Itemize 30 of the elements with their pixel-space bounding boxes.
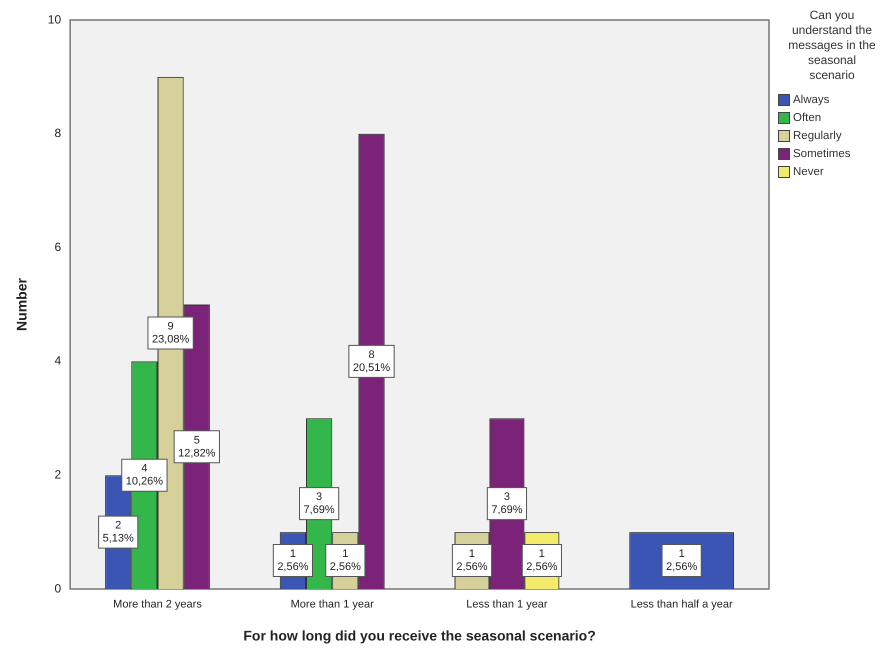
legend-title: Can you understand the messages in the seasonal scenario <box>787 8 877 83</box>
legend-label: Never <box>793 166 824 178</box>
data-label: 1 2,56% <box>666 548 698 574</box>
data-label: 1 2,56% <box>526 548 558 574</box>
legend-label: Often <box>793 112 822 124</box>
legend-label: Regularly <box>793 130 842 142</box>
data-label: 5 12,82% <box>178 434 216 460</box>
data-label: 8 20,51% <box>352 348 390 374</box>
y-tick-label: 0 <box>54 581 62 596</box>
x-tick-label: Less than 1 year <box>466 598 548 611</box>
data-label: 1 2,56% <box>277 548 309 574</box>
y-axis-title: Number <box>13 278 30 331</box>
x-tick-label: Less than half a year <box>630 598 734 611</box>
data-label: 1 2,56% <box>330 548 362 574</box>
data-label: 9 23,08% <box>152 320 190 346</box>
data-label: 2 5,13% <box>102 520 134 545</box>
y-tick-label: 8 <box>54 126 62 140</box>
y-tick-label: 4 <box>54 354 62 368</box>
x-tick-label: More than 2 years <box>113 598 202 611</box>
data-label: 3 7,69% <box>304 491 335 516</box>
y-tick-label: 10 <box>48 12 62 26</box>
legend-label: Always <box>793 94 830 106</box>
data-label: 4 10,26% <box>126 462 164 488</box>
y-tick-label: 2 <box>54 468 62 482</box>
x-tick-label: More than 1 year <box>290 598 374 611</box>
data-label: 1 2,56% <box>456 548 488 574</box>
y-tick-label: 6 <box>54 240 62 254</box>
data-label: 3 7,69% <box>491 491 523 516</box>
legend-label: Sometimes <box>793 148 851 160</box>
x-axis-title: For how long did you receive the seasonal scenario? <box>243 627 596 644</box>
